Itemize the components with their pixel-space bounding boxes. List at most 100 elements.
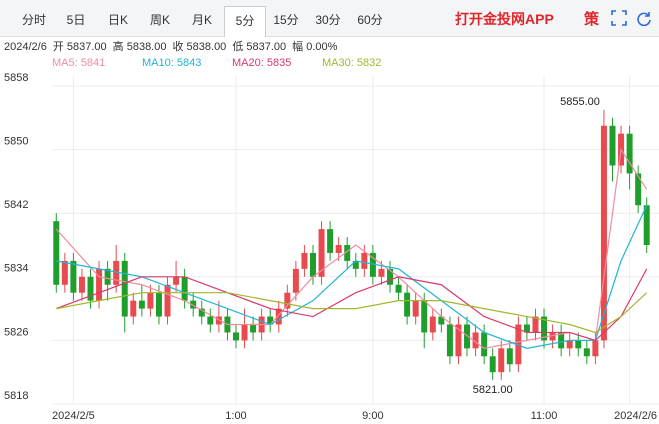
x-tick-label: 11:00 bbox=[531, 410, 558, 422]
candle-body bbox=[232, 332, 239, 341]
annotation: 5821.00 bbox=[473, 384, 513, 396]
candle-body bbox=[155, 292, 162, 317]
legend-entry: MA30: 5832 bbox=[322, 57, 381, 69]
tab[interactable]: 日K bbox=[107, 13, 128, 27]
candle-body bbox=[558, 332, 565, 349]
tab[interactable]: 分时 bbox=[21, 13, 46, 27]
candle-body bbox=[575, 340, 582, 349]
tab[interactable]: 60分 bbox=[357, 13, 383, 27]
candle-body bbox=[361, 252, 368, 269]
tab[interactable]: 15分 bbox=[273, 13, 299, 27]
candle-body bbox=[498, 348, 505, 373]
candle-body bbox=[412, 300, 419, 317]
info-text: 低 5837.00 bbox=[232, 40, 286, 53]
candle-body bbox=[113, 260, 120, 285]
info-text: 幅 0.00% bbox=[292, 40, 337, 53]
candle-body bbox=[566, 340, 573, 349]
candle-body bbox=[104, 268, 111, 285]
ma-line bbox=[56, 204, 648, 349]
candle-body bbox=[241, 324, 248, 341]
candle-body bbox=[121, 260, 128, 317]
candle-body bbox=[515, 324, 522, 365]
candle-body bbox=[464, 324, 471, 349]
candle-body bbox=[173, 276, 180, 285]
candle-body bbox=[292, 268, 299, 293]
ma-line bbox=[56, 268, 648, 342]
refresh-icon[interactable] bbox=[636, 10, 652, 26]
ma-line bbox=[56, 292, 648, 334]
candle-body bbox=[635, 173, 642, 206]
y-tick-label: 5842 bbox=[4, 199, 28, 211]
candle-body bbox=[181, 276, 188, 301]
candle-body bbox=[387, 268, 394, 285]
candle-body bbox=[130, 300, 137, 317]
candle-body bbox=[506, 348, 513, 365]
candle-body bbox=[600, 125, 607, 341]
strategy-icon[interactable]: 策 bbox=[584, 11, 600, 28]
candle-body bbox=[327, 229, 334, 253]
candle-body bbox=[395, 284, 402, 293]
candle-body bbox=[455, 324, 462, 357]
candle-body bbox=[78, 276, 85, 293]
candle-body bbox=[429, 316, 436, 333]
candle-body bbox=[541, 316, 548, 341]
candle-body bbox=[215, 316, 222, 325]
y-tick-label: 5826 bbox=[4, 326, 28, 338]
candle-body bbox=[549, 332, 556, 341]
tab[interactable]: 30分 bbox=[315, 13, 341, 27]
app-link[interactable]: 打开金投网APP bbox=[455, 11, 554, 27]
y-tick-label: 5834 bbox=[4, 263, 28, 275]
info-text: 收 5838.00 bbox=[172, 39, 226, 53]
y-tick-label: 5850 bbox=[4, 136, 28, 148]
candle-body bbox=[198, 308, 205, 317]
candle-body bbox=[352, 260, 359, 269]
candle-body bbox=[284, 292, 291, 309]
candle-body bbox=[344, 245, 351, 261]
candle-body bbox=[335, 245, 342, 253]
candle-body bbox=[138, 300, 145, 309]
candle-body bbox=[481, 332, 488, 357]
candle-body bbox=[378, 268, 385, 277]
candle-body bbox=[147, 292, 154, 309]
x-tick-label: 2024/2/5 bbox=[52, 410, 95, 422]
candle-body bbox=[207, 316, 214, 325]
candle-body bbox=[301, 252, 308, 269]
annotation: 5855.00 bbox=[560, 96, 600, 108]
candle-body bbox=[164, 284, 171, 317]
candle-body bbox=[643, 205, 650, 245]
candle-body bbox=[438, 316, 445, 325]
chart: 2024/2/6 开 5837.00 高 5838.00 收 5838.00 低 583… bbox=[4, 39, 659, 422]
x-tick-label: 2024/2/6 bbox=[614, 410, 657, 422]
legend-entry: MA10: 5843 bbox=[142, 57, 201, 69]
candle-body bbox=[369, 252, 376, 277]
tab[interactable]: 5日 bbox=[66, 13, 86, 27]
tab-bar: 分时 5日 日K 周K 月K 5分 15分 30分 60分 bbox=[0, 0, 659, 37]
y-tick-label: 5818 bbox=[4, 390, 28, 402]
tab[interactable]: 月K bbox=[191, 13, 212, 27]
candle-body bbox=[267, 316, 274, 325]
x-tick-label: 9:00 bbox=[362, 410, 383, 422]
candle-body bbox=[523, 324, 530, 333]
legend-entry: MA20: 5835 bbox=[232, 57, 291, 69]
candle-body bbox=[318, 229, 325, 277]
candle-body bbox=[404, 292, 411, 317]
candle-body bbox=[250, 324, 257, 333]
candle-body bbox=[446, 324, 453, 357]
candle-body bbox=[609, 125, 616, 166]
candle-body bbox=[70, 260, 77, 293]
candle-body bbox=[96, 268, 103, 301]
candle-body bbox=[472, 332, 479, 349]
info-text: 开 5837.00 bbox=[53, 41, 107, 53]
tab[interactable]: 5分 bbox=[224, 6, 266, 37]
candle-body bbox=[61, 260, 68, 285]
candle-body bbox=[489, 356, 496, 373]
y-tick-label: 5858 bbox=[4, 72, 28, 84]
info-text: 2024/2/6 bbox=[4, 41, 47, 53]
tab[interactable]: 周K bbox=[149, 13, 170, 27]
candle-body bbox=[87, 276, 94, 301]
candle-body bbox=[592, 340, 599, 357]
fullscreen-icon[interactable] bbox=[611, 10, 627, 26]
info-text: 高 5838.00 bbox=[113, 39, 167, 53]
candle-body bbox=[190, 300, 197, 309]
